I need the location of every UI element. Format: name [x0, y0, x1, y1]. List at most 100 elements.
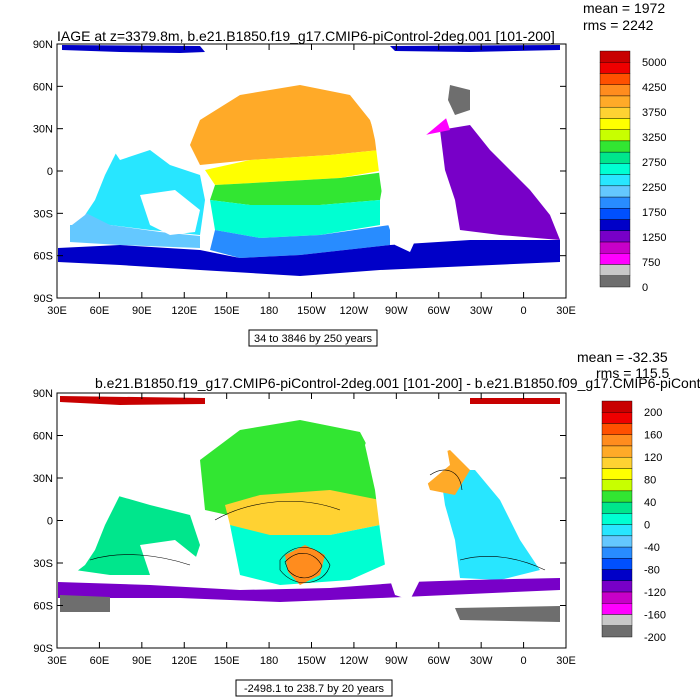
colorbar-swatch [599, 151, 631, 164]
panel-2-land-australia [140, 540, 200, 585]
colorbar-label: -80 [644, 565, 660, 577]
panel-1: IAGE at z=3379.8m, b.e21.B1850.f19_g17.C… [33, 0, 666, 347]
panel-1-field-arctic [62, 45, 205, 53]
x-tick-label: 90W [385, 305, 408, 317]
colorbar-swatch [599, 174, 631, 187]
colorbar-swatch [601, 490, 633, 503]
colorbar-swatch [599, 118, 631, 130]
y-tick-label: 90S [33, 643, 53, 655]
panel-1-colorbar: 5000 4250 3750 3250 2750 2250 1750 1250 750 0 [599, 50, 666, 294]
colorbar-label: -120 [644, 587, 666, 599]
colorbar-swatch [601, 558, 633, 570]
x-tick-label: 90E [132, 305, 152, 317]
colorbar-swatch [599, 185, 631, 198]
panel-1-range-note: 34 to 3846 by 250 years [254, 333, 373, 345]
colorbar-swatch [601, 603, 633, 615]
panel-2-field-gray-east [455, 606, 560, 622]
x-tick-label: 120E [171, 305, 197, 317]
panel-2-colorbar: 200 160 120 80 40 0 -40 -80 -120 -160 -200 [601, 400, 666, 644]
x-tick-label: 30E [47, 655, 67, 667]
x-tick-label: 30W [470, 655, 493, 667]
colorbar-label: 0 [644, 520, 650, 532]
panel-1-range-box [248, 329, 378, 347]
panel-1-field-pacific-orange [190, 85, 380, 165]
colorbar-swatch [599, 196, 631, 209]
colorbar-label: 160 [644, 430, 662, 442]
colorbar-label: 1250 [642, 232, 666, 244]
panel-2-range-box [235, 679, 393, 697]
x-tick-label: 60W [427, 655, 450, 667]
panel-1-map [57, 44, 566, 298]
colorbar-swatch [599, 275, 631, 288]
colorbar-swatch [599, 50, 631, 63]
y-tick-label: 90N [33, 388, 53, 400]
panel-2-field-pacific-yellow [225, 490, 380, 535]
panel-1-field-pacific-yellow [205, 150, 385, 185]
colorbar-label: -40 [644, 542, 660, 554]
colorbar-swatch [599, 95, 631, 108]
colorbar-swatch [601, 535, 633, 548]
x-tick-label: 30W [470, 305, 493, 317]
x-tick-label: 150E [214, 655, 240, 667]
panel-2-range-note: -2498.1 to 238.7 by 20 years [244, 683, 385, 695]
x-tick-label: 0 [521, 655, 527, 667]
colorbar-swatch [599, 219, 631, 232]
colorbar-swatch [599, 230, 631, 243]
panel-2-contour-1 [214, 501, 341, 521]
x-tick-label: 120E [171, 655, 197, 667]
x-tick-label: 150W [297, 305, 326, 317]
colorbar-label: 80 [644, 475, 656, 487]
x-tick-label: 60E [90, 305, 110, 317]
x-tick-label: 150W [297, 655, 326, 667]
panel-1-field-atlantic [440, 125, 560, 240]
panel-1-field-indian-deep [70, 205, 200, 248]
colorbar-swatch [601, 614, 633, 626]
colorbar-swatch [599, 163, 631, 175]
panel-2-land-africa [57, 445, 120, 575]
x-tick-label: 90E [132, 655, 152, 667]
panel-2-rms: rms = 115.5 [596, 365, 669, 381]
panel-2-contour-5 [459, 556, 546, 571]
panel-2-axes: 30E 60E 90E 120E 150E 180 150W 120W 90W 60W 30W 0 30… [33, 388, 576, 667]
colorbar-swatch [601, 591, 633, 604]
colorbar-swatch [599, 253, 631, 265]
panel-1-field-pacific-south [210, 225, 390, 258]
colorbar-swatch [601, 412, 633, 424]
colorbar-swatch [601, 524, 633, 537]
y-tick-label: 0 [47, 516, 53, 528]
colorbar-label: 2750 [642, 157, 666, 169]
colorbar-swatch [601, 434, 633, 447]
colorbar-swatch [601, 625, 633, 638]
y-tick-label: 90S [33, 293, 53, 305]
panel-2-contour-3 [284, 553, 323, 579]
colorbar-label: 1750 [642, 207, 666, 219]
panel-1-land-antarctica [57, 264, 566, 298]
panel-2-land-americas [365, 405, 450, 600]
x-tick-label: 60E [90, 655, 110, 667]
panel-1-field-pacific-green [210, 172, 385, 205]
y-tick-label: 0 [47, 166, 53, 178]
x-tick-label: 180 [260, 655, 278, 667]
panel-2-field-atlantic [440, 470, 540, 580]
colorbar-swatch [601, 580, 633, 593]
y-tick-label: 30S [33, 208, 53, 220]
panel-1-field-pacific-cyan [210, 200, 380, 238]
panel-2-mean: mean = -32.35 [577, 349, 668, 365]
x-tick-label: 120W [340, 305, 369, 317]
panel-1-land-americas [365, 55, 450, 252]
panel-2-field-arctic-east [470, 398, 560, 404]
panel-1-field-southern [58, 240, 560, 276]
y-tick-label: 30N [33, 124, 53, 136]
y-tick-label: 60N [33, 81, 53, 93]
panel-1-rms: rms = 2242 [583, 17, 654, 33]
colorbar-swatch [599, 264, 631, 276]
colorbar-swatch [601, 546, 633, 559]
colorbar-label: 750 [642, 257, 660, 269]
panel-2-field-gray [60, 595, 110, 612]
panel-2: b.e21.B1850.f19_g17.CMIP6-piControl-2deg… [33, 349, 700, 697]
colorbar-swatch [599, 73, 631, 85]
colorbar-label: -160 [644, 610, 666, 622]
x-tick-label: 90W [385, 655, 408, 667]
y-tick-label: 30S [33, 558, 53, 570]
colorbar-label: 120 [644, 452, 662, 464]
